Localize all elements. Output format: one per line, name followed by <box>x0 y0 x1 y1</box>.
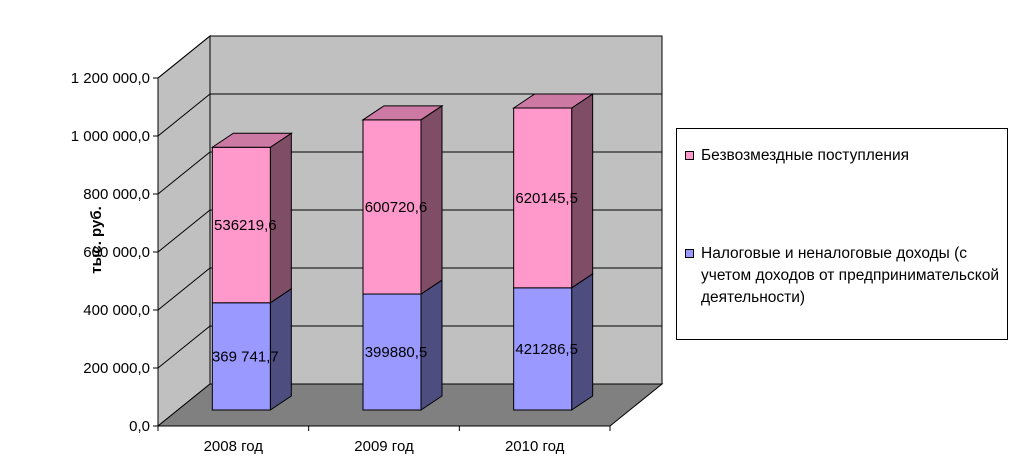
bar-top <box>210 132 293 148</box>
y-tick-label: 1 200 000,0 <box>71 70 150 87</box>
chart-bars <box>210 93 595 411</box>
gridline-1 <box>157 325 662 369</box>
legend-label-tax-revenue: Налоговые и неналоговые доходы (с учетом… <box>701 245 999 306</box>
x-tick-label: 2008 год <box>204 438 264 455</box>
chart-legend: Безвозмездные поступления Налоговые и не… <box>676 128 1008 340</box>
y-tick-label: 800 000,0 <box>83 186 150 203</box>
legend-swatch-tax-revenue <box>685 249 694 258</box>
data-label: 620145,5 <box>515 190 578 207</box>
bar-tax-revenue-3 <box>513 272 594 411</box>
y-tick-label: 400 000,0 <box>83 302 150 319</box>
legend-label-grants: Безвозмездные поступления <box>701 147 910 164</box>
bar-grants-3 <box>512 93 595 289</box>
y-axis-title: тыс. руб. <box>88 206 105 274</box>
chart-data-labels: 369 741,7 536219,6 399880,5 600720,6 421286,… <box>212 190 578 365</box>
bar-top <box>361 105 444 121</box>
data-label: 421286,5 <box>515 341 578 358</box>
y-tick-label: 1 000 000,0 <box>71 128 150 145</box>
chart-gridlines <box>157 35 662 369</box>
bar-tax-revenue-2 <box>362 279 443 411</box>
x-tick-label: 2009 год <box>354 438 414 455</box>
y-tick-label: 600 000,0 <box>83 244 150 261</box>
data-label: 369 741,7 <box>212 348 279 365</box>
gridline-6 <box>157 35 662 79</box>
bar-front <box>513 107 573 289</box>
bar-front <box>362 119 422 295</box>
data-label: 399880,5 <box>365 344 428 361</box>
chart-tick-labels: 0,0 200 000,0 400 000,0 600 000,0 800 000,0 1… <box>71 70 565 455</box>
y-tick-label: 0,0 <box>129 418 150 435</box>
gridline-5 <box>157 93 662 137</box>
gridline-4 <box>157 151 662 195</box>
gridline-2 <box>157 267 662 311</box>
bar-front <box>211 146 271 304</box>
bar-top <box>512 93 595 109</box>
bar-tax-revenue-1 <box>211 287 292 411</box>
bar-grants-2 <box>361 104 444 295</box>
data-label: 600720,6 <box>365 199 428 216</box>
x-tick-label: 2010 год <box>505 438 565 455</box>
y-tick-label: 200 000,0 <box>83 360 150 377</box>
data-label: 536219,6 <box>214 217 277 234</box>
bar-front <box>362 293 422 411</box>
bar-front <box>513 287 573 411</box>
legend-item-grants: Безвозмездные поступления <box>685 145 1001 167</box>
legend-item-tax-revenue: Налоговые и неналоговые доходы (с учетом… <box>685 243 1001 309</box>
legend-swatch-grants <box>685 151 694 160</box>
bar-grants-1 <box>210 132 293 304</box>
gridline-3 <box>157 209 662 253</box>
chart-axes <box>153 77 611 431</box>
